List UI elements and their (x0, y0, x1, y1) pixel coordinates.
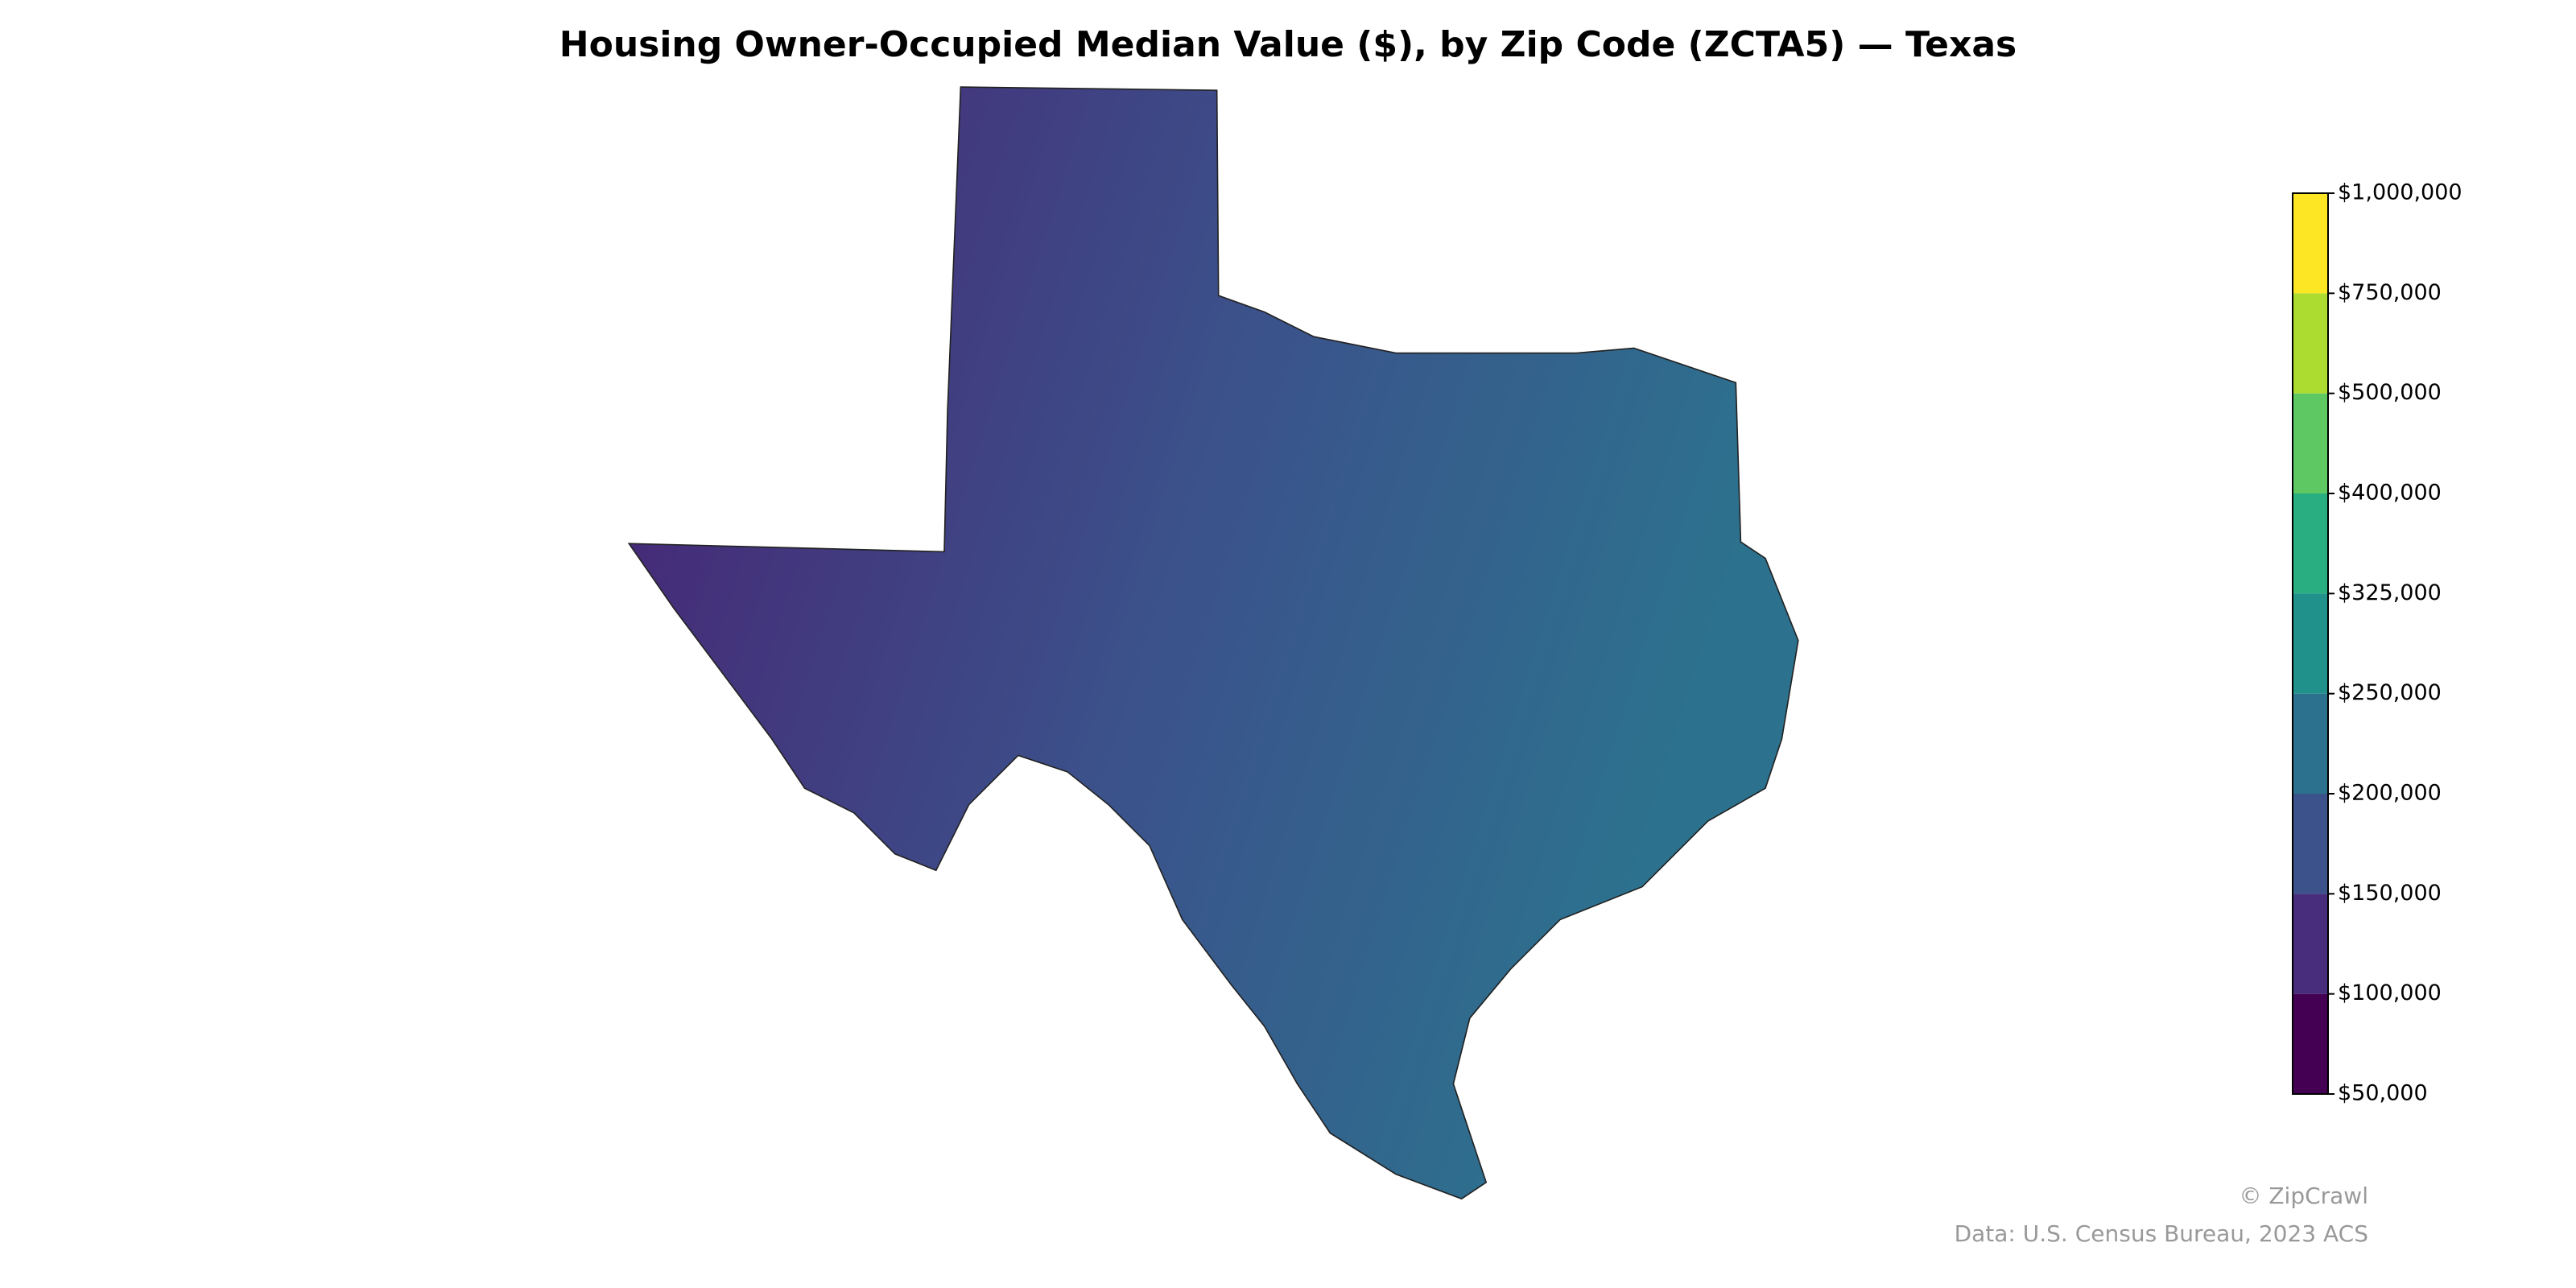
colorbar-segment (2293, 293, 2328, 394)
map-title: Housing Owner-Occupied Median Value ($),… (559, 24, 2017, 65)
colorbar-segment (2293, 894, 2328, 994)
colorbar-frame (2292, 192, 2329, 1095)
colorbar-segment (2293, 794, 2328, 894)
state-outline (627, 86, 1799, 1200)
colorbar-tick-label: $400,000 (2338, 481, 2442, 506)
colorbar-segment (2293, 393, 2328, 493)
colorbar-tick-label: $150,000 (2338, 881, 2442, 906)
texas-map (627, 86, 1799, 1200)
colorbar-segment (2293, 193, 2328, 294)
colorbar-tick-label: $250,000 (2338, 680, 2442, 705)
source-note: Data: U.S. Census Bureau, 2023 ACS (1955, 1220, 2368, 1247)
colorbar-segment (2293, 693, 2328, 794)
colorbar-segment (2293, 493, 2328, 594)
colorbar-tick-label: $325,000 (2338, 580, 2442, 605)
colorbar-tick-label: $1,000,000 (2338, 180, 2462, 205)
colorbar-tick-label: $500,000 (2338, 380, 2442, 405)
credit: © ZipCrawl (2239, 1183, 2368, 1209)
colorbar-tick-label: $50,000 (2338, 1081, 2428, 1106)
colorbar-segment (2293, 593, 2328, 694)
colorbar-tick-label: $200,000 (2338, 781, 2442, 806)
colorbar-tick-label: $100,000 (2338, 980, 2442, 1005)
colorbar-tick-label: $750,000 (2338, 280, 2442, 305)
colorbar-segment (2293, 993, 2328, 1094)
